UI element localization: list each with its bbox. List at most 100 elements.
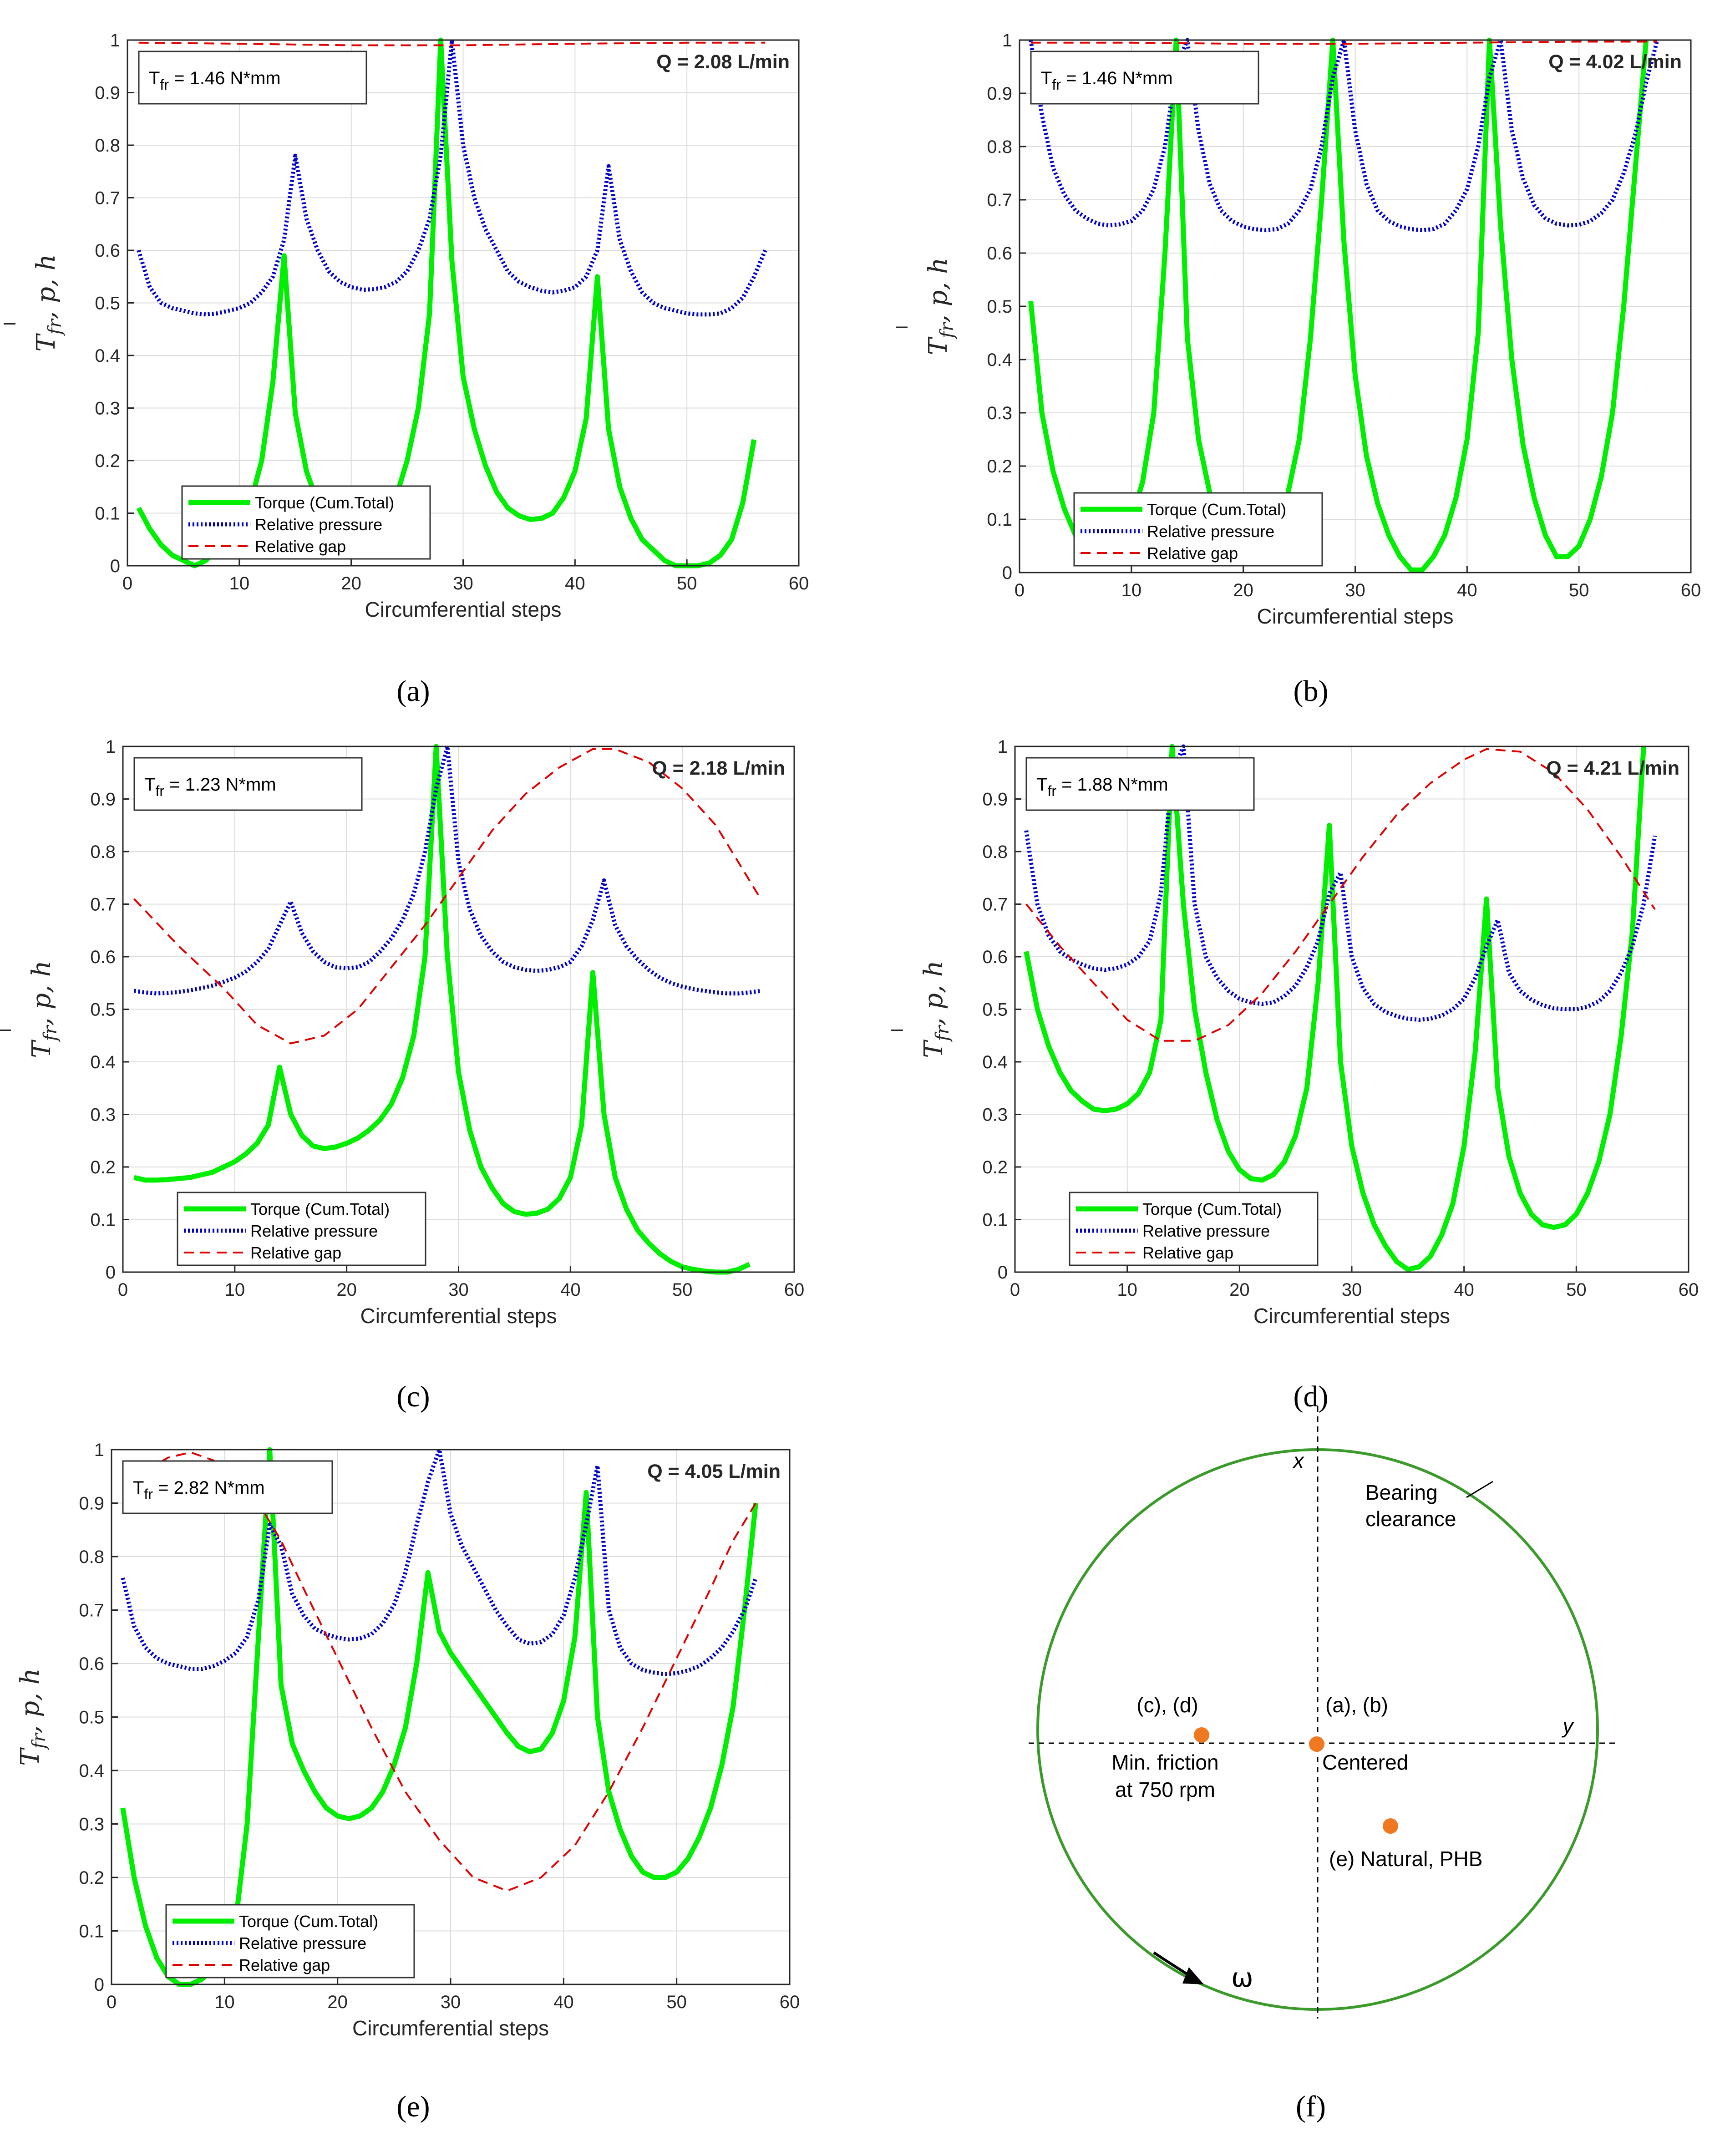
x-axis-label: Circumferential steps xyxy=(352,2016,549,2040)
flow-rate-label: Q = 2.08 L/min xyxy=(656,51,790,73)
series-line-pressure xyxy=(137,38,767,317)
y-tick-label: 0.8 xyxy=(987,137,1012,157)
y-tick-label: 0.4 xyxy=(79,1761,104,1781)
flow-rate-label: Q = 4.21 L/min xyxy=(1546,757,1679,779)
x-tick-label: 40 xyxy=(565,573,585,594)
x-tick-label: 20 xyxy=(327,1992,348,2012)
x-tick-label: 40 xyxy=(553,1992,574,2012)
y-tick-label: 1 xyxy=(110,30,120,51)
x-tick-label: 0 xyxy=(1010,1280,1020,1300)
panel-caption: (c) xyxy=(396,1380,430,1413)
x-tick-label: 10 xyxy=(1121,580,1142,600)
y-tick-label: 0.3 xyxy=(987,403,1012,423)
x-axis-label: Circumferential steps xyxy=(1253,1304,1450,1328)
series-line-pressure xyxy=(1024,744,1657,1022)
bearing-diagram: x y Bearing clearance (c), (d) Min. friction a… xyxy=(1029,1406,1616,2123)
y-tick-label: 0.5 xyxy=(95,294,120,314)
y-tick-label: 0.5 xyxy=(982,1000,1008,1020)
y-tick-label: 0.1 xyxy=(95,504,120,524)
tfr-label: Tfr = 1.88 N*mm xyxy=(1036,775,1168,799)
y-tick-label: 0.4 xyxy=(90,1052,116,1072)
legend-label-torque: Torque (Cum.Total) xyxy=(250,1200,390,1218)
tfr-box xyxy=(133,757,363,811)
panel-caption-f: (f) xyxy=(1296,2090,1326,2123)
tfr-box xyxy=(122,1460,333,1514)
series-line-pressure xyxy=(133,744,761,996)
y-tick-label: 0.1 xyxy=(982,1210,1008,1230)
bearing-label-line2: clearance xyxy=(1365,1507,1456,1531)
x-tick-label: 0 xyxy=(107,1992,117,2012)
legend-label-pressure: Relative pressure xyxy=(1142,1222,1270,1240)
legend-label-torque: Torque (Cum.Total) xyxy=(1142,1200,1282,1218)
y-tick-label: 0.6 xyxy=(79,1654,104,1674)
point-ab-marker xyxy=(1309,1736,1324,1752)
x-tick-label: 50 xyxy=(672,1280,693,1300)
chart-panel-a: 0 10 20 30 40 50 60 0 0.1 0.2 0.3 0.4 0.5 0.6 0.7 0.8 0.… xyxy=(4,30,809,708)
chart-panel-b: 0 10 20 30 40 50 60 0 0.1 0.2 0.3 0.4 0.5 0.6 0.7 0.8 0.… xyxy=(896,30,1701,708)
x-tick-label: 40 xyxy=(1457,580,1477,600)
y-tick-label: 0.8 xyxy=(95,136,120,156)
y-tick-label: 0.7 xyxy=(79,1601,104,1621)
y-axis-label: Tfr, p, h xyxy=(31,254,66,351)
point-e-marker xyxy=(1383,1818,1398,1834)
y-tick-label: 0.9 xyxy=(90,790,116,810)
y-axis-label: y xyxy=(1562,1714,1575,1738)
legend-label-gap: Relative gap xyxy=(1142,1243,1233,1262)
x-tick-label: 60 xyxy=(789,573,809,594)
panel-caption: (e) xyxy=(396,2090,430,2123)
y-tick-label: 0 xyxy=(94,1975,104,1995)
x-tick-label: 50 xyxy=(1569,580,1589,600)
x-tick-label: 20 xyxy=(336,1280,357,1300)
x-tick-label: 40 xyxy=(1454,1280,1474,1300)
x-tick-label: 10 xyxy=(1117,1280,1137,1300)
panel-caption: (d) xyxy=(1294,1380,1329,1413)
omega-label: ω xyxy=(1231,1962,1253,1993)
legend-label-torque: Torque (Cum.Total) xyxy=(1147,500,1286,519)
x-tick-label: 0 xyxy=(1015,580,1025,600)
y-tick-label: 0.2 xyxy=(95,451,120,471)
legend-label-gap: Relative gap xyxy=(255,537,346,556)
x-axis-label: Circumferential steps xyxy=(360,1304,557,1328)
y-axis-label: Tfr, p, h xyxy=(27,960,61,1058)
tfr-box xyxy=(1030,51,1259,105)
min-friction-label-line1: Min. friction xyxy=(1111,1750,1218,1774)
x-tick-label: 50 xyxy=(1566,1280,1587,1300)
chart-panel-e: 0 10 20 30 40 50 60 0 0.1 0.2 0.3 0.4 0.5 0.6 0.7 0.8 0.… xyxy=(15,1440,800,2123)
y-tick-label: 0.1 xyxy=(987,510,1012,530)
y-tick-label: 0.7 xyxy=(95,188,120,208)
y-tick-label: 0.5 xyxy=(90,1000,116,1020)
x-tick-label: 0 xyxy=(118,1280,128,1300)
y-tick-label: 0.1 xyxy=(79,1922,104,1942)
y-tick-label: 0.2 xyxy=(982,1157,1008,1177)
y-tick-label: 1 xyxy=(106,737,116,757)
y-tick-label: 0.7 xyxy=(987,190,1012,210)
x-tick-label: 60 xyxy=(780,1992,800,2012)
y-tick-label: 0.4 xyxy=(982,1052,1008,1072)
y-tick-label: 0.4 xyxy=(95,346,120,366)
x-tick-label: 0 xyxy=(122,573,132,594)
y-tick-label: 0.1 xyxy=(90,1210,116,1230)
x-tick-label: 40 xyxy=(560,1280,581,1300)
series-line-gap xyxy=(133,748,762,1045)
y-tick-label: 0.5 xyxy=(987,297,1012,317)
y-tick-label: 0 xyxy=(998,1263,1008,1283)
y-tick-label: 0.9 xyxy=(987,84,1012,104)
min-friction-label-line2: at 750 rpm xyxy=(1115,1778,1215,1801)
y-tick-label: 0.2 xyxy=(79,1868,104,1888)
legend-label-torque: Torque (Cum.Total) xyxy=(255,493,394,512)
x-axis-label: x xyxy=(1293,1449,1305,1472)
chart-panel-d: 0 10 20 30 40 50 60 0 0.1 0.2 0.3 0.4 0.5 0.6 0.7 0.8 0.… xyxy=(891,737,1699,1413)
series-line-torque xyxy=(133,744,751,1275)
y-tick-label: 0.4 xyxy=(987,350,1012,370)
x-tick-label: 20 xyxy=(1229,1280,1250,1300)
x-tick-label: 30 xyxy=(448,1280,469,1300)
y-axis-label: Tfr, p, h xyxy=(919,960,953,1058)
y-tick-label: 0.2 xyxy=(987,457,1012,477)
legend-label-pressure: Relative pressure xyxy=(255,515,382,534)
x-tick-label: 20 xyxy=(1233,580,1253,600)
x-tick-label: 20 xyxy=(341,573,361,594)
series-line-gap xyxy=(1025,748,1656,1042)
series-line-pressure xyxy=(1029,38,1659,233)
legend-label-torque: Torque (Cum.Total) xyxy=(239,1912,378,1931)
